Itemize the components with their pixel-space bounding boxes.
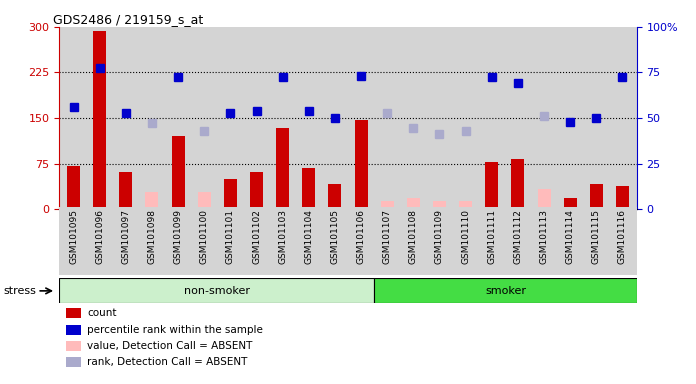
Text: GSM101096: GSM101096 [95,209,104,264]
Bar [66,358,81,367]
Bar [119,172,132,209]
Text: GSM101111: GSM101111 [487,209,496,264]
Bar [66,325,81,335]
Text: GSM101097: GSM101097 [121,209,130,264]
Text: GSM101102: GSM101102 [252,209,261,264]
Text: smoker: smoker [485,286,526,296]
Text: GSM101095: GSM101095 [69,209,78,264]
Text: count: count [87,308,116,318]
Text: GSM101098: GSM101098 [148,209,157,264]
Bar [145,192,159,209]
Text: GSM101114: GSM101114 [566,209,575,263]
Text: rank, Detection Call = ABSENT: rank, Detection Call = ABSENT [87,358,247,367]
Bar [93,31,106,209]
Text: GSM101108: GSM101108 [409,209,418,264]
Bar [564,199,577,209]
Text: value, Detection Call = ABSENT: value, Detection Call = ABSENT [87,341,253,351]
Text: GSM101100: GSM101100 [200,209,209,264]
Bar [381,201,394,209]
Text: GSM101116: GSM101116 [618,209,627,264]
Text: GSM101105: GSM101105 [331,209,340,264]
Bar [171,136,184,209]
Bar [374,278,637,303]
Text: GSM101115: GSM101115 [592,209,601,264]
Text: GSM101111: GSM101111 [487,209,496,264]
Bar [66,341,81,351]
Text: GSM101110: GSM101110 [461,209,470,264]
Text: GSM101103: GSM101103 [278,209,287,264]
Bar [407,199,420,209]
Text: GSM101099: GSM101099 [173,209,182,264]
Text: percentile rank within the sample: percentile rank within the sample [87,325,263,335]
Text: GSM101101: GSM101101 [226,209,235,264]
Bar [59,278,374,303]
Text: GSM101101: GSM101101 [226,209,235,264]
Text: GSM101105: GSM101105 [331,209,340,264]
Text: GSM101109: GSM101109 [435,209,444,264]
Bar [302,168,315,209]
Bar [512,159,525,209]
Bar [537,189,551,209]
Text: GSM101106: GSM101106 [356,209,365,264]
Bar [590,184,603,209]
Bar [224,179,237,209]
Text: GSM101113: GSM101113 [539,209,548,264]
Bar [616,186,629,209]
Text: GDS2486 / 219159_s_at: GDS2486 / 219159_s_at [54,13,204,26]
Text: GSM101100: GSM101100 [200,209,209,264]
Text: GSM101113: GSM101113 [539,209,548,264]
Text: GSM101108: GSM101108 [409,209,418,264]
Bar [433,201,446,209]
Text: non-smoker: non-smoker [184,286,250,296]
Bar [198,192,211,209]
Text: GSM101102: GSM101102 [252,209,261,263]
Text: GSM101099: GSM101099 [173,209,182,264]
Text: GSM101112: GSM101112 [514,209,523,264]
Bar [67,166,80,209]
Text: GSM101103: GSM101103 [278,209,287,264]
Text: GSM101095: GSM101095 [69,209,78,264]
Text: GSM101115: GSM101115 [592,209,601,264]
Bar [250,172,263,209]
Text: GSM101104: GSM101104 [304,209,313,263]
Text: GSM101110: GSM101110 [461,209,470,264]
Text: GSM101107: GSM101107 [383,209,392,264]
Bar [354,120,367,209]
Text: GSM101098: GSM101098 [148,209,157,264]
Text: GSM101109: GSM101109 [435,209,444,264]
Text: GSM101096: GSM101096 [95,209,104,264]
Bar [66,308,81,318]
Text: GSM101107: GSM101107 [383,209,392,264]
Text: GSM101112: GSM101112 [514,209,523,263]
Text: GSM101106: GSM101106 [356,209,365,264]
Text: GSM101097: GSM101097 [121,209,130,264]
Text: GSM101114: GSM101114 [566,209,575,264]
Bar [459,201,472,209]
Text: stress: stress [3,286,36,296]
Bar [276,128,289,209]
Bar [485,162,498,209]
Text: GSM101116: GSM101116 [618,209,627,264]
Bar [329,184,342,209]
Text: GSM101104: GSM101104 [304,209,313,264]
